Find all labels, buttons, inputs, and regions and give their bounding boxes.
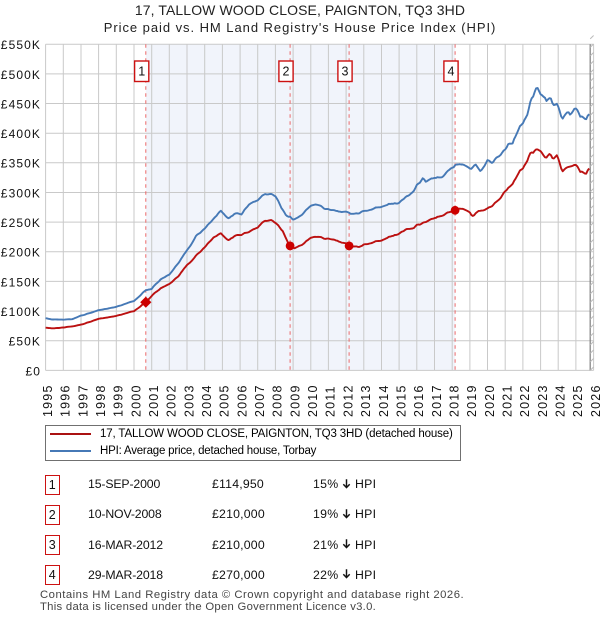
svg-text:£0: £0	[25, 364, 41, 378]
svg-text:2008: 2008	[271, 384, 285, 417]
svg-text:2022: 2022	[518, 384, 532, 417]
svg-text:2015: 2015	[394, 384, 408, 417]
svg-text:2019: 2019	[465, 384, 479, 417]
svg-text:1: 1	[138, 65, 145, 79]
svg-text:3: 3	[342, 65, 349, 79]
svg-text:2000: 2000	[129, 384, 143, 417]
svg-text:1998: 1998	[94, 384, 108, 417]
svg-text:2023: 2023	[536, 384, 550, 417]
svg-text:£250K: £250K	[1, 216, 41, 230]
svg-text:2003: 2003	[182, 384, 196, 417]
svg-text:2002: 2002	[165, 384, 179, 417]
svg-text:£150K: £150K	[1, 275, 41, 289]
svg-text:£400K: £400K	[1, 127, 41, 141]
svg-text:2017: 2017	[430, 384, 444, 417]
svg-text:1996: 1996	[59, 384, 73, 417]
svg-text:2018: 2018	[448, 384, 462, 417]
svg-text:£200K: £200K	[1, 246, 41, 260]
svg-text:2001: 2001	[147, 384, 161, 417]
svg-text:2021: 2021	[501, 384, 515, 417]
svg-text:2020: 2020	[483, 384, 497, 417]
svg-text:1995: 1995	[41, 384, 55, 417]
svg-text:2: 2	[283, 65, 290, 79]
svg-text:2024: 2024	[554, 384, 568, 417]
svg-text:£100K: £100K	[1, 305, 41, 319]
svg-text:2011: 2011	[324, 385, 338, 417]
svg-text:£50K: £50K	[9, 335, 41, 349]
svg-text:2005: 2005	[218, 384, 232, 417]
svg-text:4: 4	[448, 65, 455, 79]
svg-text:1999: 1999	[112, 384, 126, 417]
svg-text:2004: 2004	[200, 384, 214, 417]
svg-text:£350K: £350K	[1, 157, 41, 171]
svg-text:2010: 2010	[306, 384, 320, 417]
svg-text:2007: 2007	[253, 384, 267, 417]
svg-text:2012: 2012	[341, 384, 355, 417]
svg-text:£550K: £550K	[1, 38, 41, 52]
svg-text:2013: 2013	[359, 384, 373, 417]
svg-text:£300K: £300K	[1, 186, 41, 200]
svg-text:2006: 2006	[235, 384, 249, 417]
svg-text:£500K: £500K	[1, 68, 41, 82]
svg-text:2014: 2014	[377, 384, 391, 417]
svg-text:2009: 2009	[288, 384, 302, 417]
svg-text:2026: 2026	[589, 384, 600, 417]
svg-text:2016: 2016	[412, 384, 426, 417]
svg-text:£450K: £450K	[1, 97, 41, 111]
svg-text:2025: 2025	[571, 384, 585, 417]
svg-text:1997: 1997	[76, 384, 90, 417]
